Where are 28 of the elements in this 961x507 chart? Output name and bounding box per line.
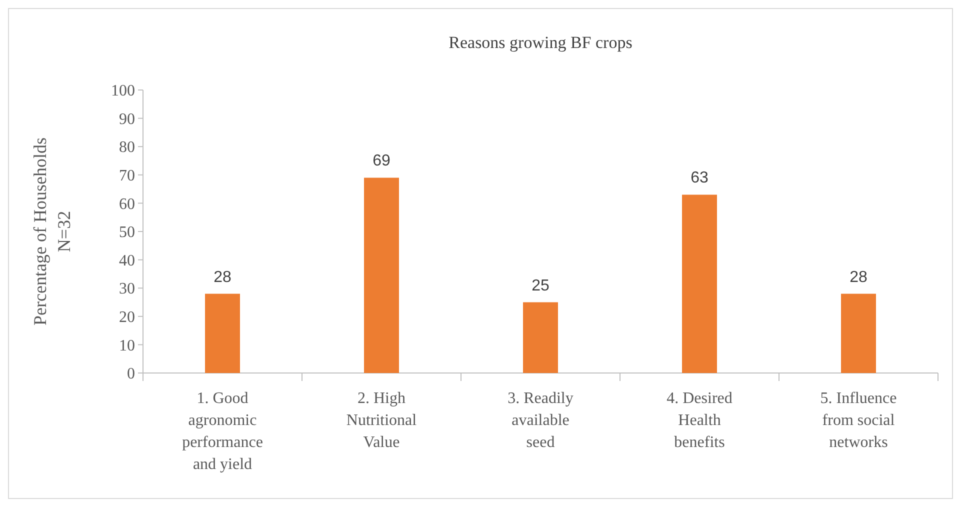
bar — [841, 294, 876, 373]
x-tick-label: 4. Desired Health benefits — [666, 390, 732, 451]
y-tick-label: 20 — [119, 309, 135, 326]
y-tick-label: 100 — [111, 82, 135, 100]
y-tick-label: 10 — [119, 337, 135, 354]
y-tick-label: 90 — [119, 110, 135, 128]
data-label: 28 — [214, 268, 232, 286]
y-tick-label: 60 — [119, 196, 135, 213]
bar — [205, 294, 240, 373]
y-tick-label: 0 — [127, 366, 135, 383]
data-label: 28 — [850, 268, 868, 286]
chart-title: Reasons growing BF crops — [448, 33, 632, 52]
y-tick-label: 30 — [119, 280, 135, 298]
x-tick-label: 2. High Nutritional Value — [346, 390, 418, 451]
data-label: 69 — [372, 152, 390, 170]
bar — [682, 194, 717, 373]
data-label: 25 — [532, 277, 550, 294]
x-tick-label: 5. Influence from social networks — [820, 390, 897, 451]
x-tick-label: 1. Good agronomic performance and yield — [182, 390, 263, 473]
y-tick-label: 70 — [119, 168, 135, 184]
data-label: 63 — [690, 170, 708, 187]
y-axis-title: Percentage of Households N=32 — [30, 138, 74, 326]
bar — [364, 178, 399, 373]
y-tick-label: 80 — [119, 139, 135, 156]
y-tick-label: 40 — [119, 252, 135, 270]
x-tick-label: 3. Readily available seed — [508, 390, 574, 451]
bar — [523, 302, 558, 373]
y-tick-label: 50 — [119, 224, 135, 242]
